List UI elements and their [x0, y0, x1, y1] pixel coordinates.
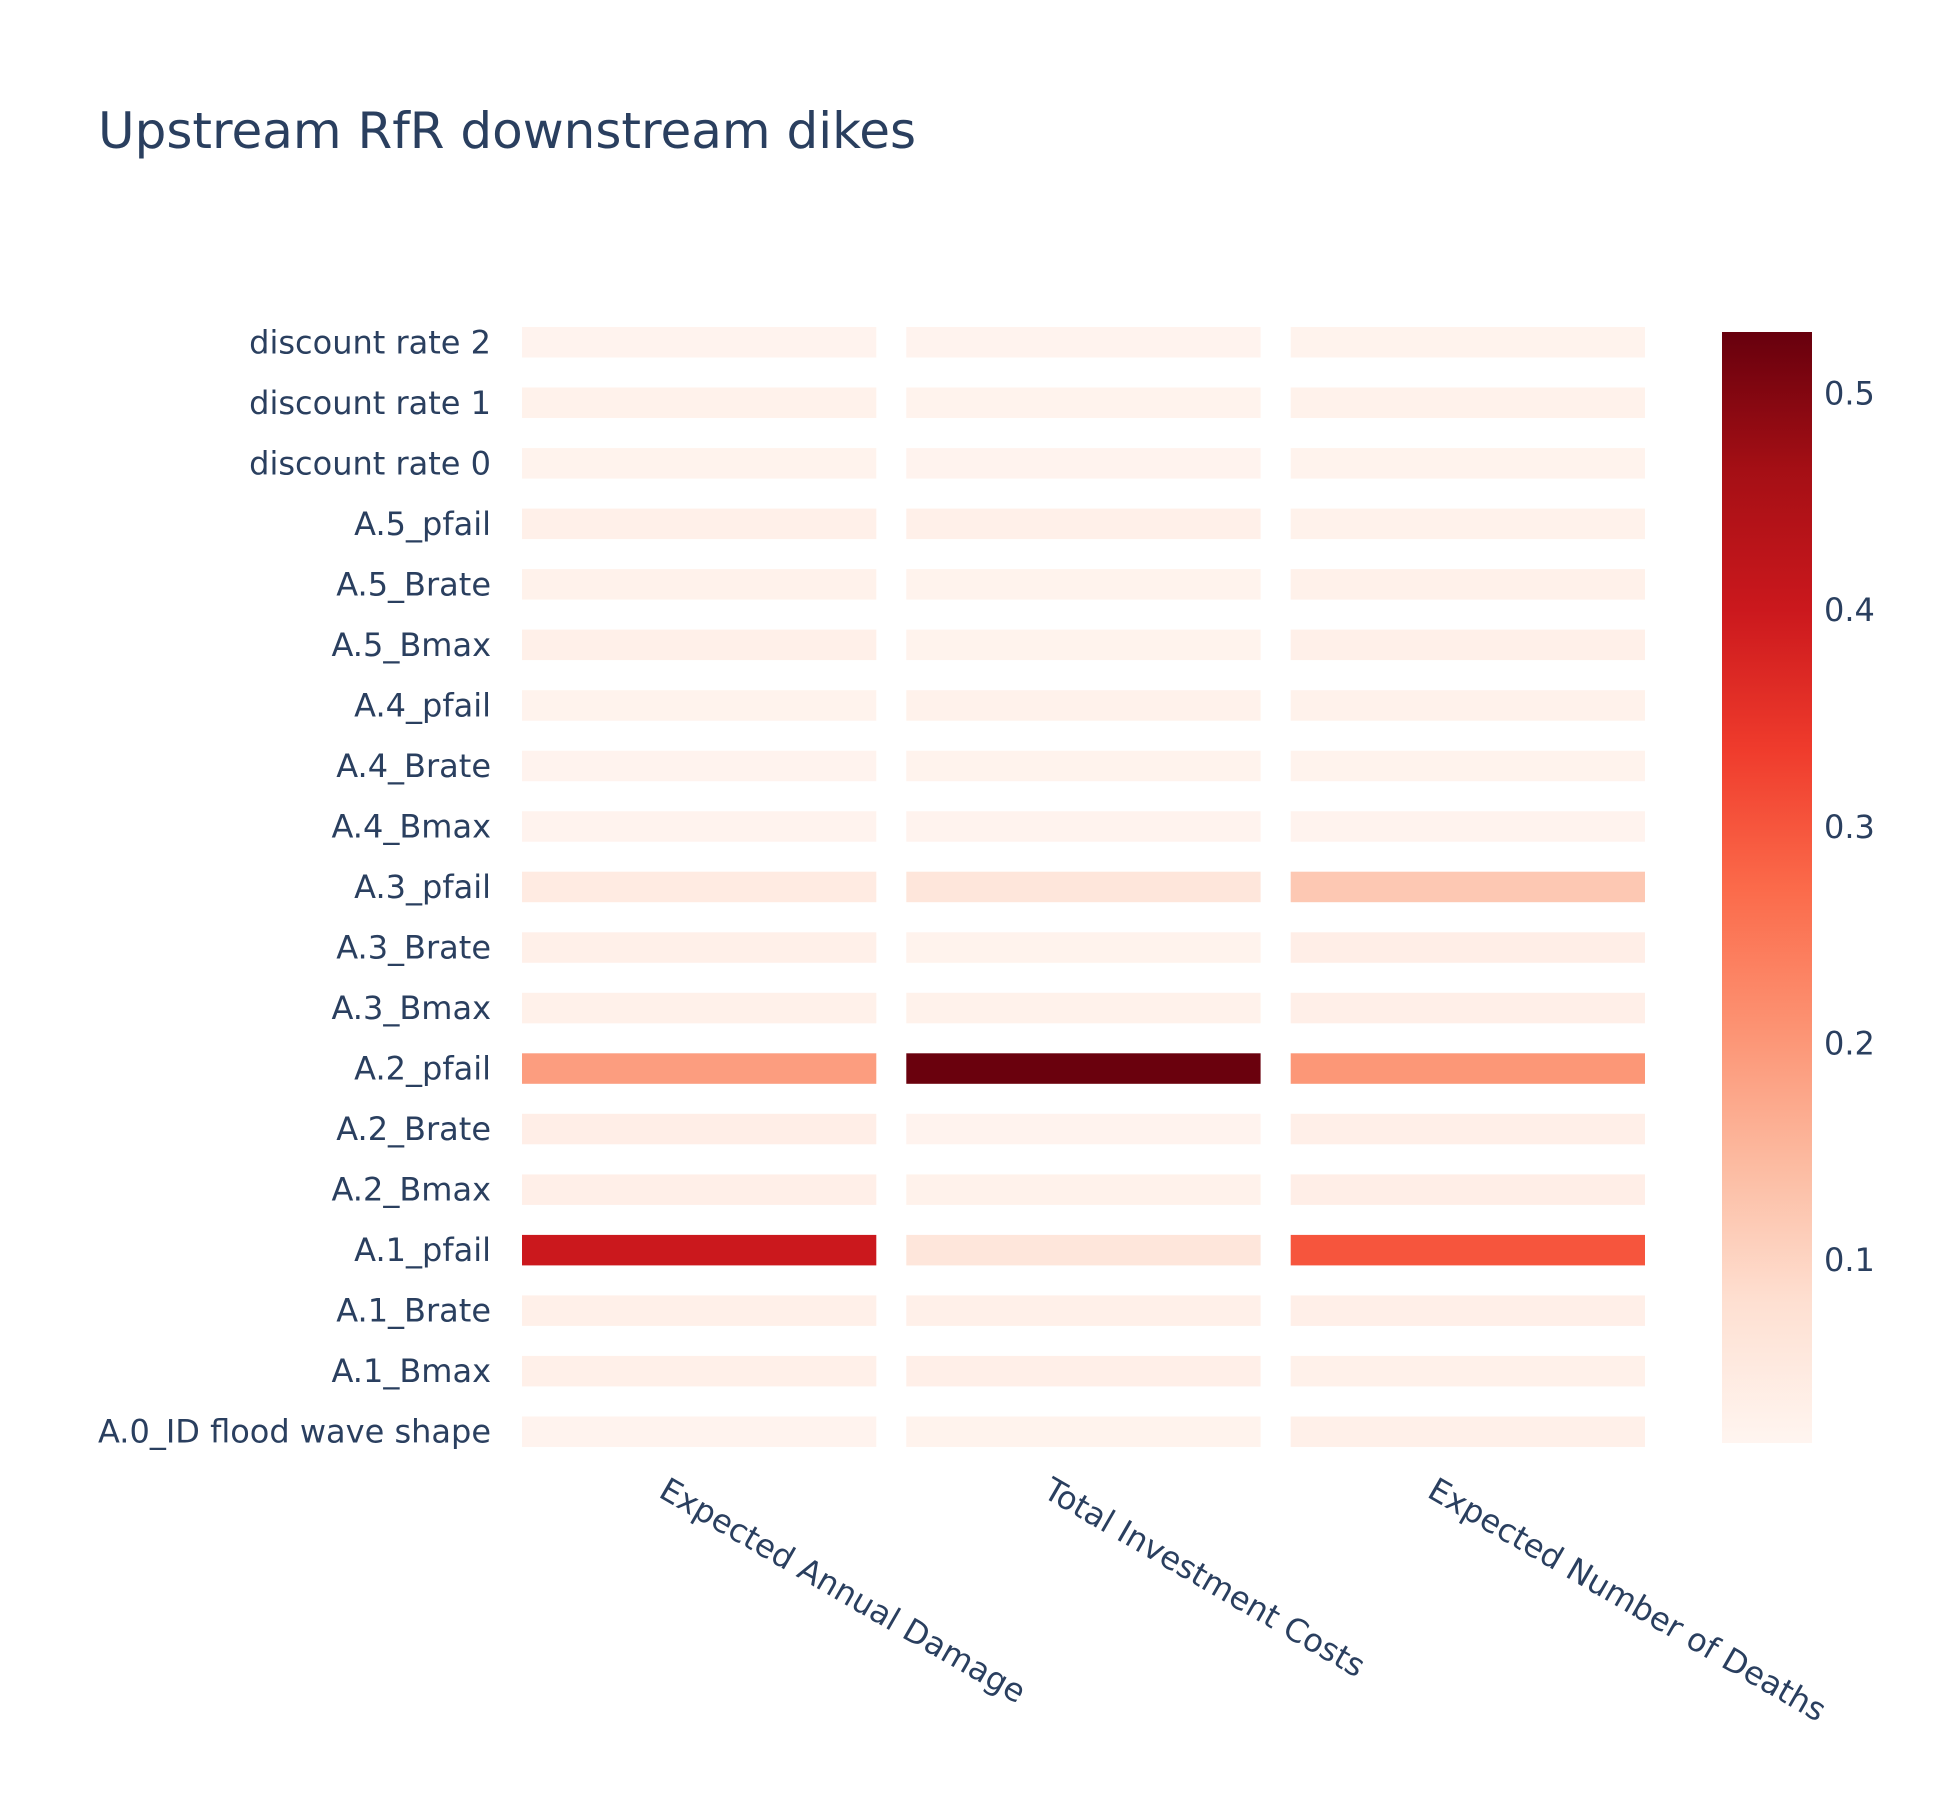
y-tick-label: A.3_pfail [354, 868, 491, 906]
heatmap-cell [522, 448, 877, 479]
heatmap-cell [1290, 750, 1645, 782]
x-tick-labels: Expected Annual Damage Total Investment C… [653, 1470, 1833, 1730]
heatmap-cell [522, 327, 877, 358]
y-tick-label: A.0_ID flood wave shape [98, 1413, 491, 1451]
heatmap-cells [522, 327, 1645, 1447]
heatmap-cell [522, 1113, 877, 1145]
heatmap-cell [906, 448, 1261, 479]
heatmap-cell [1290, 387, 1645, 418]
heatmap-cell [1290, 871, 1645, 903]
heatmap-cell [906, 1355, 1261, 1387]
heatmap-cell [906, 811, 1261, 842]
heatmap-cell [906, 629, 1261, 661]
colorbar-tick-label: 0.4 [1824, 591, 1875, 629]
heatmap-cell [522, 387, 877, 418]
heatmap-cell [522, 1174, 877, 1205]
heatmap-cell [1290, 1295, 1645, 1326]
y-tick-label: A.5_pfail [354, 505, 491, 543]
heatmap-cell [522, 1355, 877, 1387]
heatmap-cell [1290, 1355, 1645, 1387]
heatmap-cell [906, 569, 1261, 600]
heatmap-cell [1290, 508, 1645, 540]
heatmap-cell [522, 690, 877, 721]
heatmap-cell [1290, 1113, 1645, 1145]
x-tick-label: Total Investment Costs [1037, 1470, 1372, 1685]
heatmap-cell [522, 569, 877, 600]
x-tick-label: Expected Annual Damage [653, 1470, 1032, 1711]
heatmap-cell [906, 1416, 1261, 1447]
colorbar [1722, 332, 1812, 1443]
heatmap-cell [1290, 1174, 1645, 1205]
colorbar-tick-label: 0.3 [1824, 808, 1875, 846]
heatmap-cell [906, 327, 1261, 358]
heatmap-cell [1290, 629, 1645, 661]
heatmap-cell [1290, 1053, 1645, 1084]
y-tick-label: A.3_Bmax [331, 989, 491, 1027]
heatmap-cell [906, 1295, 1261, 1326]
y-tick-label: A.5_Bmax [331, 626, 491, 664]
heatmap-cell [1290, 448, 1645, 479]
heatmap-cell [522, 629, 877, 661]
heatmap-cell [1290, 992, 1645, 1024]
y-tick-label: discount rate 1 [249, 384, 491, 422]
y-tick-label: discount rate 2 [249, 323, 491, 361]
heatmap-cell [906, 1234, 1261, 1266]
heatmap-cell [906, 1174, 1261, 1205]
heatmap-cell [522, 1295, 877, 1326]
heatmap-cell [1290, 690, 1645, 721]
heatmap-cell [906, 932, 1261, 963]
heatmap-cell [906, 871, 1261, 903]
heatmap-cell [522, 811, 877, 842]
heatmap-cell [906, 750, 1261, 782]
y-tick-label: A.3_Brate [336, 929, 491, 967]
y-tick-label: A.2_Bmax [331, 1171, 491, 1209]
heatmap-cell [522, 1234, 877, 1266]
heatmap-cell [522, 750, 877, 782]
heatmap-cell [522, 992, 877, 1024]
y-tick-labels: A.0_ID flood wave shape A.1_Bmax A.1_Brate… [98, 323, 491, 1450]
heatmap-cell [906, 1053, 1261, 1084]
heatmap-cell [522, 1416, 877, 1447]
y-tick-label: A.1_Brate [336, 1292, 491, 1330]
heatmap-cell [906, 1113, 1261, 1145]
y-tick-label: A.2_pfail [354, 1050, 491, 1088]
heatmap-cell [1290, 1416, 1645, 1447]
y-tick-label: A.4_pfail [354, 686, 491, 724]
x-tick-label: Expected Number of Deaths [1422, 1470, 1833, 1729]
heatmap-cell [522, 1053, 877, 1084]
heatmap-cell [522, 932, 877, 963]
colorbar-tick-label: 0.1 [1824, 1241, 1875, 1279]
y-tick-label: A.5_Brate [336, 565, 491, 603]
heatmap-cell [522, 508, 877, 540]
heatmap-cell [906, 992, 1261, 1024]
heatmap-cell [1290, 569, 1645, 600]
heatmap-cell [906, 690, 1261, 721]
colorbar-tick-labels: 0.1 0.2 0.3 0.4 0.5 [1824, 375, 1875, 1279]
y-tick-label: A.1_pfail [354, 1231, 491, 1269]
y-tick-label: A.4_Bmax [331, 808, 491, 846]
y-tick-label: A.1_Bmax [331, 1352, 491, 1390]
heatmap-cell [522, 871, 877, 903]
heatmap-cell [1290, 327, 1645, 358]
y-tick-label: A.2_Brate [336, 1110, 491, 1148]
heatmap-cell [906, 387, 1261, 418]
colorbar-tick-label: 0.5 [1824, 375, 1875, 413]
heatmap-cell [1290, 932, 1645, 963]
colorbar-tick-label: 0.2 [1824, 1024, 1875, 1062]
chart-title: Upstream RfR downstream dikes [98, 102, 916, 160]
y-tick-label: A.4_Brate [336, 747, 491, 785]
heatmap-cell [906, 508, 1261, 540]
y-tick-label: discount rate 0 [249, 444, 491, 482]
heatmap-cell [1290, 1234, 1645, 1266]
heatmap-cell [1290, 811, 1645, 842]
